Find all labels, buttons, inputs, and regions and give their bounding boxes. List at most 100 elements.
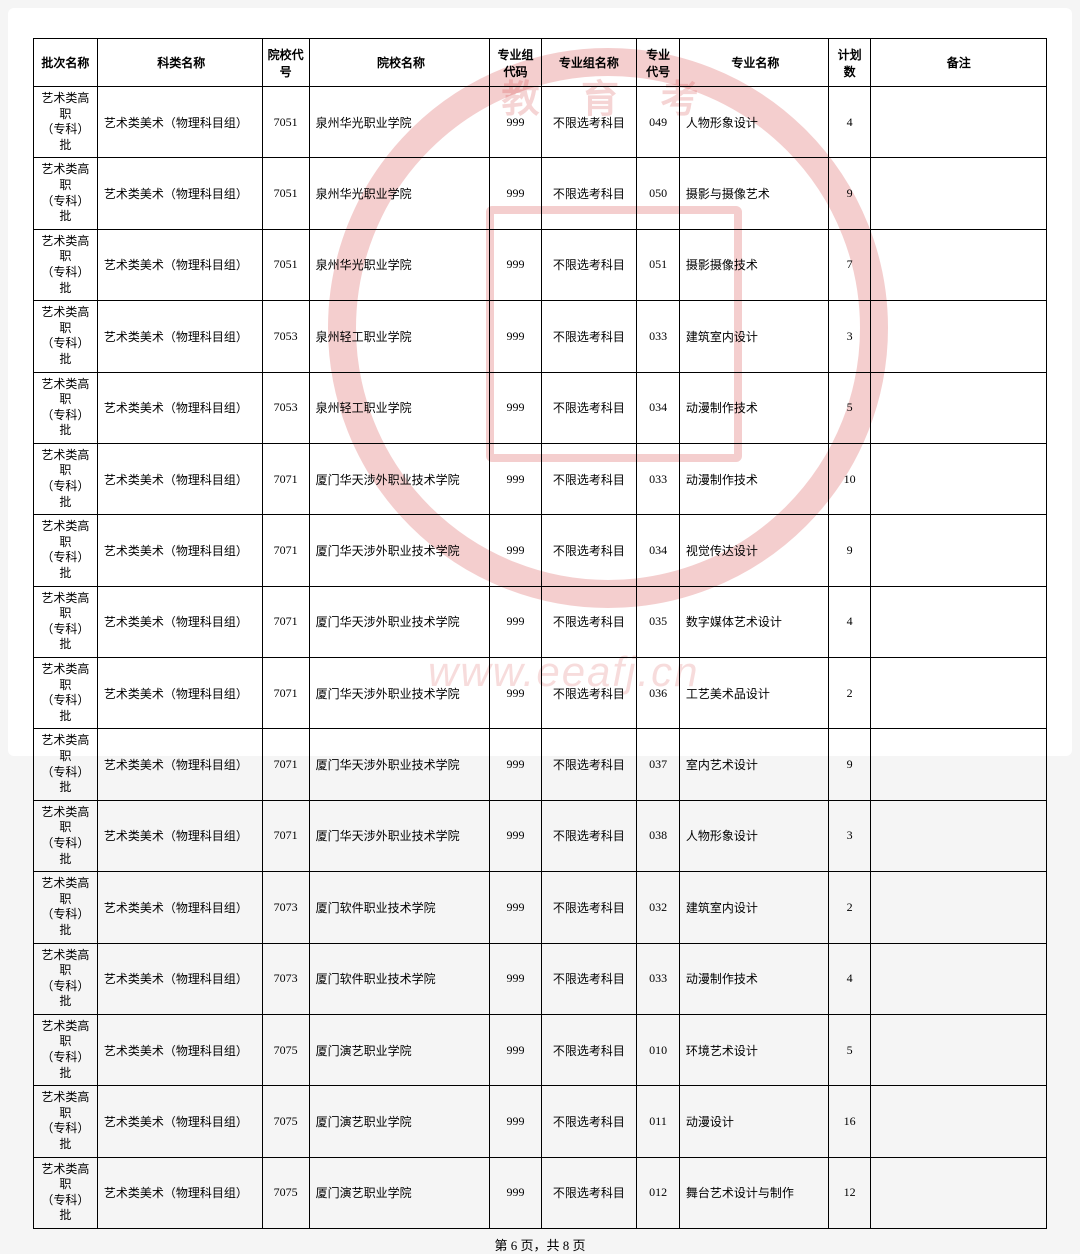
col-school-name: 院校名称: [309, 39, 490, 87]
cell-plan: 5: [828, 372, 871, 443]
cell-group-name: 不限选考科目: [541, 800, 637, 871]
cell-school-code: 7075: [262, 1014, 309, 1085]
cell-group-name: 不限选考科目: [541, 229, 637, 300]
table-row: 艺术类高职（专科）批艺术类美术（物理科目组）7071厦门华天涉外职业技术学院99…: [34, 443, 1047, 514]
cell-major-name: 建筑室内设计: [679, 301, 828, 372]
cell-major-code: 033: [637, 443, 680, 514]
cell-major-name: 动漫设计: [679, 1086, 828, 1157]
cell-school-code: 7071: [262, 658, 309, 729]
cell-group-code: 999: [490, 658, 541, 729]
cell-group-code: 999: [490, 729, 541, 800]
cell-school-code: 7051: [262, 229, 309, 300]
table-row: 艺术类高职（专科）批艺术类美术（物理科目组）7073厦门软件职业技术学院999不…: [34, 943, 1047, 1014]
cell-school-code: 7051: [262, 158, 309, 229]
cell-batch: 艺术类高职（专科）批: [34, 586, 98, 657]
cell-school-name: 厦门华天涉外职业技术学院: [309, 800, 490, 871]
table-row: 艺术类高职（专科）批艺术类美术（物理科目组）7071厦门华天涉外职业技术学院99…: [34, 658, 1047, 729]
cell-subject: 艺术类美术（物理科目组）: [97, 729, 262, 800]
cell-batch: 艺术类高职（专科）批: [34, 372, 98, 443]
cell-major-name: 动漫制作技术: [679, 443, 828, 514]
cell-major-name: 动漫制作技术: [679, 372, 828, 443]
cell-group-code: 999: [490, 1157, 541, 1228]
cell-batch: 艺术类高职（专科）批: [34, 872, 98, 943]
cell-plan: 12: [828, 1157, 871, 1228]
cell-group-name: 不限选考科目: [541, 1086, 637, 1157]
cell-major-name: 人物形象设计: [679, 87, 828, 158]
cell-batch: 艺术类高职（专科）批: [34, 1014, 98, 1085]
cell-major-code: 050: [637, 158, 680, 229]
cell-group-name: 不限选考科目: [541, 729, 637, 800]
cell-school-code: 7053: [262, 372, 309, 443]
cell-group-code: 999: [490, 1014, 541, 1085]
cell-remark: [871, 1014, 1047, 1085]
table-body: 艺术类高职（专科）批艺术类美术（物理科目组）7051泉州华光职业学院999不限选…: [34, 87, 1047, 1229]
cell-major-name: 摄影摄像技术: [679, 229, 828, 300]
cell-subject: 艺术类美术（物理科目组）: [97, 1014, 262, 1085]
cell-batch: 艺术类高职（专科）批: [34, 800, 98, 871]
table-row: 艺术类高职（专科）批艺术类美术（物理科目组）7071厦门华天涉外职业技术学院99…: [34, 729, 1047, 800]
cell-plan: 5: [828, 1014, 871, 1085]
cell-major-name: 摄影与摄像艺术: [679, 158, 828, 229]
cell-remark: [871, 87, 1047, 158]
cell-plan: 9: [828, 158, 871, 229]
cell-remark: [871, 229, 1047, 300]
cell-remark: [871, 158, 1047, 229]
cell-group-code: 999: [490, 515, 541, 586]
document-page: 教 育 考 www.eeafj.cn 批次名称 科类名称 院校代号 院校名称 专…: [8, 8, 1072, 756]
cell-major-code: 034: [637, 372, 680, 443]
cell-batch: 艺术类高职（专科）批: [34, 1086, 98, 1157]
cell-major-code: 035: [637, 586, 680, 657]
cell-plan: 4: [828, 87, 871, 158]
table-row: 艺术类高职（专科）批艺术类美术（物理科目组）7075厦门演艺职业学院999不限选…: [34, 1157, 1047, 1228]
table-row: 艺术类高职（专科）批艺术类美术（物理科目组）7071厦门华天涉外职业技术学院99…: [34, 800, 1047, 871]
cell-school-name: 泉州华光职业学院: [309, 158, 490, 229]
cell-group-code: 999: [490, 229, 541, 300]
cell-major-code: 033: [637, 301, 680, 372]
cell-plan: 7: [828, 229, 871, 300]
table-row: 艺术类高职（专科）批艺术类美术（物理科目组）7075厦门演艺职业学院999不限选…: [34, 1086, 1047, 1157]
cell-school-code: 7051: [262, 87, 309, 158]
cell-school-name: 厦门华天涉外职业技术学院: [309, 515, 490, 586]
cell-batch: 艺术类高职（专科）批: [34, 87, 98, 158]
cell-group-name: 不限选考科目: [541, 443, 637, 514]
cell-major-code: 037: [637, 729, 680, 800]
cell-subject: 艺术类美术（物理科目组）: [97, 158, 262, 229]
cell-batch: 艺术类高职（专科）批: [34, 301, 98, 372]
cell-school-name: 厦门华天涉外职业技术学院: [309, 729, 490, 800]
cell-plan: 10: [828, 443, 871, 514]
cell-plan: 4: [828, 943, 871, 1014]
cell-plan: 9: [828, 515, 871, 586]
table-row: 艺术类高职（专科）批艺术类美术（物理科目组）7053泉州轻工职业学院999不限选…: [34, 301, 1047, 372]
cell-group-code: 999: [490, 87, 541, 158]
cell-group-name: 不限选考科目: [541, 301, 637, 372]
cell-group-code: 999: [490, 872, 541, 943]
cell-remark: [871, 1157, 1047, 1228]
admissions-table: 批次名称 科类名称 院校代号 院校名称 专业组代码 专业组名称 专业代号 专业名…: [33, 38, 1047, 1229]
cell-major-code: 011: [637, 1086, 680, 1157]
table-row: 艺术类高职（专科）批艺术类美术（物理科目组）7073厦门软件职业技术学院999不…: [34, 872, 1047, 943]
table-row: 艺术类高职（专科）批艺术类美术（物理科目组）7075厦门演艺职业学院999不限选…: [34, 1014, 1047, 1085]
cell-school-name: 厦门软件职业技术学院: [309, 872, 490, 943]
page-indicator: 第 6 页，共 8 页: [33, 1235, 1047, 1254]
cell-group-name: 不限选考科目: [541, 1157, 637, 1228]
cell-batch: 艺术类高职（专科）批: [34, 943, 98, 1014]
cell-plan: 16: [828, 1086, 871, 1157]
cell-school-code: 7071: [262, 443, 309, 514]
cell-group-code: 999: [490, 443, 541, 514]
table-row: 艺术类高职（专科）批艺术类美术（物理科目组）7051泉州华光职业学院999不限选…: [34, 229, 1047, 300]
cell-school-name: 泉州华光职业学院: [309, 87, 490, 158]
cell-school-name: 泉州轻工职业学院: [309, 372, 490, 443]
cell-major-code: 051: [637, 229, 680, 300]
cell-major-code: 049: [637, 87, 680, 158]
cell-school-name: 厦门演艺职业学院: [309, 1086, 490, 1157]
table-row: 艺术类高职（专科）批艺术类美术（物理科目组）7071厦门华天涉外职业技术学院99…: [34, 586, 1047, 657]
cell-remark: [871, 515, 1047, 586]
cell-group-name: 不限选考科目: [541, 372, 637, 443]
cell-subject: 艺术类美术（物理科目组）: [97, 372, 262, 443]
col-subject: 科类名称: [97, 39, 262, 87]
table-row: 艺术类高职（专科）批艺术类美术（物理科目组）7053泉州轻工职业学院999不限选…: [34, 372, 1047, 443]
cell-school-name: 厦门华天涉外职业技术学院: [309, 443, 490, 514]
cell-major-name: 建筑室内设计: [679, 872, 828, 943]
cell-subject: 艺术类美术（物理科目组）: [97, 800, 262, 871]
cell-major-code: 036: [637, 658, 680, 729]
